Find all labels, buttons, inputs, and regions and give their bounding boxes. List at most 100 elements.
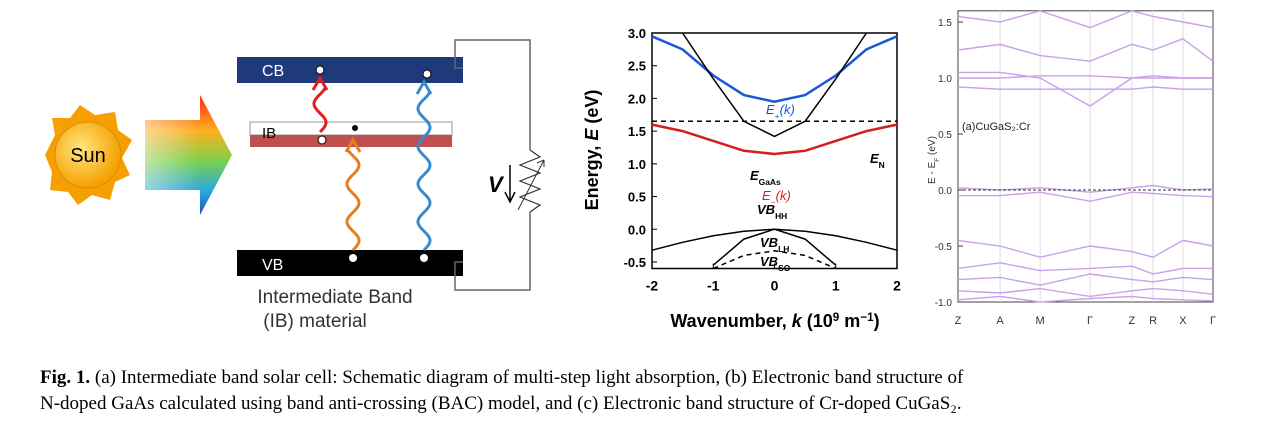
label-part: HH: [775, 211, 787, 221]
label-part: E: [750, 168, 759, 183]
photon: [345, 149, 361, 252]
label-part: GaAs: [759, 177, 781, 187]
band: [957, 262, 1213, 275]
photon: [312, 87, 328, 134]
curve: [681, 32, 868, 138]
x-tick-label: 0: [771, 278, 779, 294]
band: [957, 239, 1214, 258]
curve-label: VBHH: [757, 202, 787, 221]
photon-head: [344, 137, 362, 153]
curve-label: E−(k): [762, 188, 791, 207]
diagram-a: Sun CB IB VB V Intermediate Band (IB) ma…: [45, 39, 545, 332]
material-label: (IB) material: [263, 311, 366, 332]
y-tick-label: 1.5: [938, 18, 952, 29]
curve-label: E+(k): [766, 102, 795, 121]
light-arrow-shade: [145, 120, 200, 190]
label-part: N: [879, 160, 885, 170]
y-axis-title: E - EF (eV): [927, 136, 941, 184]
electron: [315, 65, 325, 75]
y-tick-label: -0.5: [935, 242, 953, 253]
label-part: E: [582, 128, 602, 141]
vb-label: VB: [262, 257, 283, 274]
curve-label: EN: [870, 151, 885, 170]
ib-label: IB: [262, 125, 276, 142]
x-tick-label: M: [1036, 315, 1045, 327]
band: [957, 86, 1213, 90]
x-axis-title: Wavenumber, k (109 m−1): [670, 311, 879, 332]
chart-c: 1.51.00.50.0-0.5-1.0Z A M Γ Z R X Γ(a)CuGaS₂:Cr…: [927, 10, 1216, 327]
x-tick-label: Z: [1129, 315, 1136, 327]
curve: [651, 123, 898, 156]
label-part: LH: [778, 244, 789, 254]
label-part: (eV): [927, 136, 938, 158]
x-tick-label: A: [996, 315, 1004, 327]
hole: [317, 135, 327, 145]
curve: [651, 35, 898, 103]
label-part: E: [870, 151, 879, 166]
y-tick-label: 0.5: [628, 190, 646, 205]
label-part: (eV): [582, 90, 602, 129]
plot-frame: [957, 10, 1214, 303]
label-part: k: [792, 311, 803, 331]
sun-label: Sun: [70, 145, 106, 167]
annotation: (a)CuGaS₂:Cr: [962, 121, 1031, 133]
label-part: (: [776, 188, 782, 203]
label-part: E - E: [927, 161, 938, 184]
electron: [352, 125, 358, 131]
label-part: (: [780, 102, 786, 117]
band: [957, 287, 1214, 298]
x-tick-label: 1: [832, 278, 840, 294]
label-part: +: [775, 111, 780, 121]
band: [958, 191, 1214, 202]
resistor-arrow: [517, 159, 545, 211]
photon-head: [415, 79, 433, 95]
label-part: (10: [802, 311, 833, 331]
y-tick-label: -0.5: [624, 255, 646, 270]
label-part: VB: [760, 254, 778, 269]
curve-label: VBLH: [760, 235, 789, 254]
resistor: [518, 149, 542, 213]
cb-label: CB: [262, 63, 284, 80]
y-tick-label: 0.0: [938, 186, 952, 197]
band: [958, 75, 1213, 79]
label-part: E: [766, 102, 775, 117]
y-tick-label: 0.0: [628, 222, 646, 237]
label-part: −1: [860, 311, 874, 324]
curve: [713, 250, 837, 270]
electron: [422, 69, 432, 79]
x-tick-label: Γ: [1087, 315, 1093, 327]
voltage-arrow: [504, 165, 516, 204]
photon: [416, 91, 432, 252]
hole: [420, 254, 428, 262]
x-tick-label: X: [1179, 315, 1187, 327]
label-part: ): [784, 188, 790, 203]
y-tick-label: -1.0: [935, 298, 953, 309]
label-part: −: [771, 197, 776, 207]
label-part: ): [788, 102, 794, 117]
label-part: Wavenumber,: [670, 311, 791, 331]
label-part: VB: [760, 235, 778, 250]
band: [957, 10, 1214, 29]
photon-head: [311, 75, 329, 91]
ib-band-top: [249, 121, 453, 136]
label-part: VB: [757, 202, 775, 217]
label-part: F: [934, 158, 941, 162]
label-part: 9: [833, 311, 840, 324]
voltage-label: V: [488, 172, 505, 197]
x-tick-label: Γ: [1210, 315, 1216, 327]
caption-line: Fig. 1. (a) Intermediate band solar cell…: [40, 367, 964, 388]
x-tick-label: R: [1149, 315, 1157, 327]
caption-line: N-doped GaAs calculated using band anti-…: [40, 393, 962, 414]
plot-frame: [651, 32, 898, 270]
label-part: k: [784, 102, 792, 117]
label-part: k: [780, 188, 788, 203]
label-part: E: [762, 188, 771, 203]
band: [957, 273, 1214, 286]
label-part: Energy,: [582, 141, 602, 211]
band: [957, 184, 1214, 193]
band: [957, 295, 1214, 303]
curve-label: VBSO: [760, 254, 791, 273]
label-part: ): [874, 311, 880, 331]
photon-arrows: [311, 75, 433, 252]
